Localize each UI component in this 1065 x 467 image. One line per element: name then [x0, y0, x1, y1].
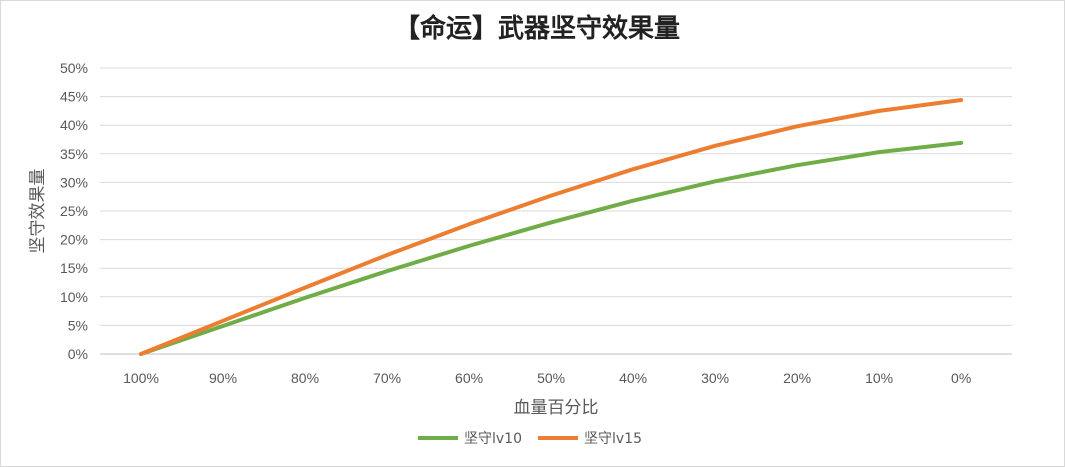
x-tick-label: 30% — [701, 370, 729, 386]
x-tick-label: 70% — [373, 370, 401, 386]
y-tick-label: 15% — [60, 260, 88, 276]
y-axis-ticks: 0% 5% 10% 15% 20% 25% 30% 35% 40% 45% 50% — [60, 60, 88, 362]
y-tick-label: 45% — [60, 89, 88, 105]
x-tick-label: 90% — [209, 370, 237, 386]
y-tick-label: 20% — [60, 232, 88, 248]
legend-label: 坚守lv10 — [464, 431, 522, 447]
x-tick-label: 40% — [619, 370, 647, 386]
legend-label: 坚守lv15 — [584, 431, 642, 447]
y-tick-label: 35% — [60, 146, 88, 162]
series-line-1 — [139, 140, 964, 356]
chart-title: 【命运】武器坚守效果量 — [394, 13, 680, 44]
x-axis-title: 血量百分比 — [514, 398, 599, 418]
y-tick-label: 50% — [60, 60, 88, 76]
x-tick-label: 100% — [123, 370, 159, 386]
y-tick-label: 25% — [60, 203, 88, 219]
series-lines — [139, 98, 964, 356]
y-tick-label: 5% — [68, 317, 88, 333]
legend-item: 坚守lv10 — [418, 431, 522, 447]
x-tick-label: 10% — [865, 370, 893, 386]
x-axis-ticks: 100% 90% 80% 70% 60% 50% 40% 30% 20% 10% 0% — [123, 370, 971, 386]
series-line-2 — [139, 98, 964, 356]
legend: 坚守lv10 坚守lv15 — [418, 431, 642, 447]
y-tick-label: 30% — [60, 174, 88, 190]
y-axis-title: 坚守效果量 — [28, 169, 48, 254]
y-tick-label: 0% — [68, 346, 88, 362]
y-tick-label: 40% — [60, 117, 88, 133]
x-tick-label: 50% — [537, 370, 565, 386]
x-tick-label: 80% — [291, 370, 319, 386]
gridlines — [100, 67, 1012, 355]
legend-item: 坚守lv15 — [538, 431, 642, 447]
x-tick-label: 20% — [783, 370, 811, 386]
x-tick-label: 60% — [455, 370, 483, 386]
y-tick-label: 10% — [60, 289, 88, 305]
x-tick-label: 0% — [951, 370, 971, 386]
